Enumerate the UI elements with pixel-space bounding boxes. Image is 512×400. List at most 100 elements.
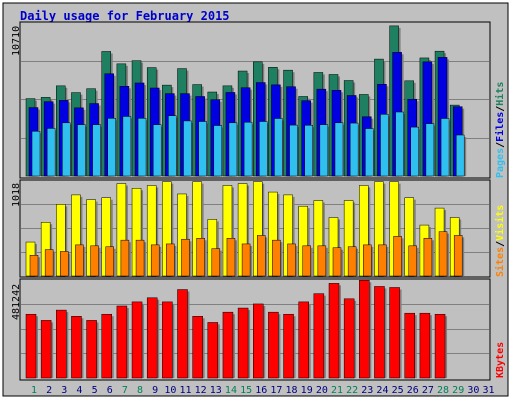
kbytes-bar-day-21 <box>328 283 340 379</box>
day-label-10: 10 <box>164 385 176 396</box>
legend-separator-1: / <box>495 142 506 148</box>
pages-bar-day-19 <box>304 124 313 177</box>
kbytes-bar-day-6 <box>101 313 112 379</box>
legend-files: Files <box>494 112 506 142</box>
sites-bar-day-10 <box>166 243 175 277</box>
pages-bar-day-1 <box>31 131 41 177</box>
kbytes-bar-day-27 <box>419 312 431 379</box>
sites-bar-day-27 <box>423 238 433 277</box>
legend-hits: Hits <box>494 82 506 106</box>
sites-bar-day-5 <box>90 245 99 277</box>
sites-bar-day-13 <box>211 248 221 277</box>
day-label-24: 24 <box>376 385 388 396</box>
pages-bar-day-16 <box>259 121 268 177</box>
kbytes-bar-day-20 <box>313 293 325 379</box>
pages-bar-day-18 <box>289 124 298 177</box>
day-label-15: 15 <box>240 385 252 396</box>
day-label-1: 1 <box>31 385 37 396</box>
sites-bar-day-19 <box>302 245 311 277</box>
kbytes-bar-day-2 <box>40 320 52 379</box>
day-label-20: 20 <box>316 385 328 396</box>
sites-bar-day-4 <box>75 244 84 277</box>
pages-bar-day-6 <box>107 118 116 177</box>
day-label-14: 14 <box>225 385 237 396</box>
pages-bar-day-2 <box>46 128 56 177</box>
kbytes-bar-day-8 <box>131 301 143 379</box>
sites-bar-day-23 <box>363 244 372 277</box>
day-label-27: 27 <box>422 385 434 396</box>
kbytes-bar-day-5 <box>86 320 97 379</box>
sites-bar-day-26 <box>408 245 417 277</box>
legend-pages: Pages <box>495 148 506 178</box>
kbytes-bar-day-15 <box>237 307 249 379</box>
day-label-25: 25 <box>392 385 404 396</box>
sites-bar-day-11 <box>181 238 190 277</box>
sites-bar-day-22 <box>347 246 357 277</box>
pages-bar-day-8 <box>137 118 147 177</box>
legend-visits: Visits <box>494 205 506 241</box>
middle-panel-border <box>19 179 491 278</box>
day-label-28: 28 <box>437 385 449 396</box>
kbytes-bar-day-11 <box>177 289 188 379</box>
day-label-9: 9 <box>152 385 158 396</box>
bottom-panel: 481242 KBytes <box>11 278 506 381</box>
pages-bar-day-21 <box>334 122 344 177</box>
day-label-4: 4 <box>76 385 82 396</box>
legend-sites: Sites <box>494 247 506 277</box>
sites-bar-day-21 <box>332 247 342 277</box>
top-panel-max-label: 10710 <box>11 26 22 56</box>
kbytes-bar-day-24 <box>374 286 385 379</box>
kbytes-bar-day-25 <box>389 287 400 379</box>
pages-bar-day-3 <box>62 122 71 177</box>
day-label-17: 17 <box>270 385 282 396</box>
sites-bar-day-8 <box>135 239 145 277</box>
legend-kbytes: KBytes <box>495 342 506 378</box>
day-label-18: 18 <box>286 385 298 396</box>
day-axis-labels: 1 2 3 4 5 6 7 8 9 10 11 12 13 14 15 16 17 18 19 20 21 22 23 24 2… <box>31 385 495 396</box>
day-label-19: 19 <box>301 385 313 396</box>
pages-bar-day-10 <box>168 115 177 177</box>
kbytes-bar-day-12 <box>192 316 203 379</box>
sites-bar-day-14 <box>226 238 236 277</box>
pages-bar-day-12 <box>198 121 207 177</box>
pages-bar-day-28 <box>440 118 450 177</box>
sites-bar-day-9 <box>150 244 160 277</box>
day-label-30: 30 <box>467 385 479 396</box>
top-panel: 10710 Pages/Files/Hits <box>11 21 506 179</box>
day-label-13: 13 <box>210 385 222 396</box>
pages-bar-day-22 <box>349 122 359 177</box>
pages-bar-day-14 <box>228 122 238 177</box>
middle-panel: 1018 Sites/Visits <box>11 179 506 278</box>
kbytes-bar-day-19 <box>298 301 309 379</box>
day-label-12: 12 <box>195 385 207 396</box>
bottom-panel-legend: KBytes <box>495 342 506 378</box>
kbytes-bar-day-22 <box>343 298 355 379</box>
kbytes-bar-day-4 <box>71 316 82 379</box>
pages-bar-day-4 <box>77 124 86 177</box>
kbytes-bar-day-10 <box>162 301 173 379</box>
sites-bar-day-24 <box>378 244 387 277</box>
day-label-7: 7 <box>122 385 128 396</box>
pages-bar-day-15 <box>243 121 253 177</box>
sites-bar-day-28 <box>438 231 448 277</box>
day-label-11: 11 <box>179 385 191 396</box>
day-label-22: 22 <box>346 385 358 396</box>
pages-bar-day-20 <box>319 124 329 177</box>
day-label-3: 3 <box>61 385 67 396</box>
kbytes-bar-day-28 <box>434 313 446 379</box>
sites-bar-day-18 <box>287 243 296 277</box>
sites-bar-day-15 <box>241 243 251 277</box>
sites-bar-day-25 <box>393 236 402 277</box>
day-label-31: 31 <box>482 385 494 396</box>
top-panel-border <box>19 21 491 179</box>
kbytes-bar-day-23 <box>359 280 370 379</box>
middle-panel-legend: Sites/Visits <box>494 205 506 277</box>
pages-bar-day-23 <box>365 128 374 177</box>
pages-bar-day-26 <box>410 126 419 177</box>
sites-bar-day-17 <box>272 239 281 277</box>
pages-bar-day-7 <box>122 116 132 177</box>
sites-bar-day-2 <box>44 249 54 277</box>
pages-bar-day-9 <box>152 124 162 177</box>
day-label-6: 6 <box>107 385 113 396</box>
